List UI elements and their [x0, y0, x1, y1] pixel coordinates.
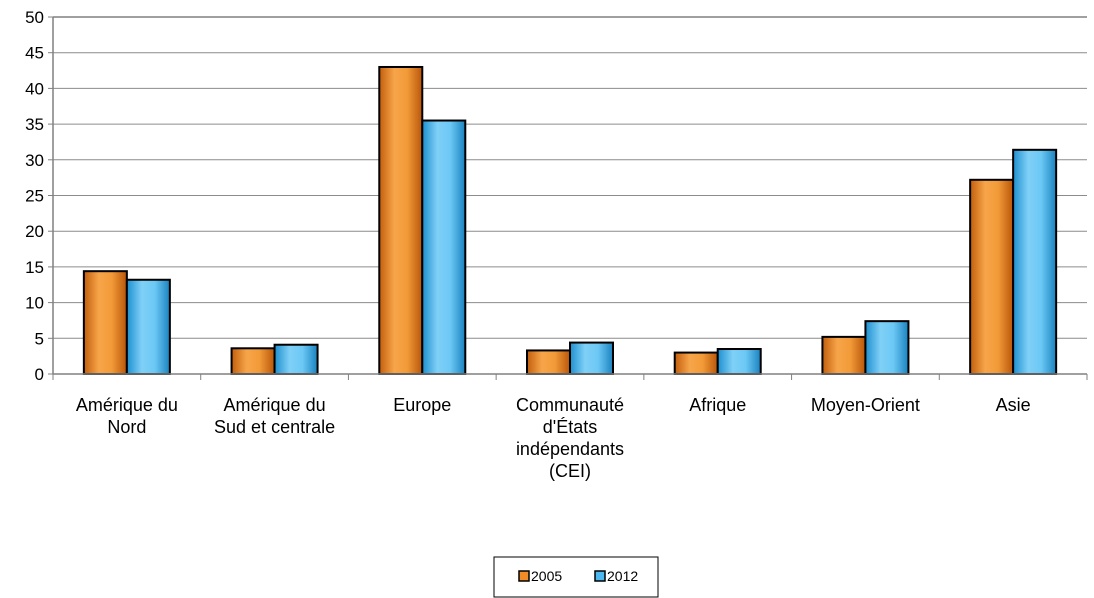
legend-label-2012: 2012: [607, 568, 638, 584]
bar-2012: [569, 341, 614, 376]
bar-2012: [421, 119, 467, 375]
y-tick-label: 35: [25, 115, 44, 134]
legend-label-2005: 2005: [531, 568, 562, 584]
category-label-line: (CEI): [549, 461, 591, 481]
bar-2012: [864, 320, 910, 375]
y-tick-label: 0: [35, 365, 44, 384]
y-tick-label: 20: [25, 222, 44, 241]
y-tick-label: 50: [25, 8, 44, 27]
category-label: Amérique du Sud et centrale: [214, 395, 335, 437]
y-tick-label: 30: [25, 151, 44, 170]
bar-2005: [526, 349, 571, 375]
legend-swatch-2005: [518, 570, 530, 582]
category-label: Amérique du Nord: [76, 395, 178, 437]
category-label-line: Afrique: [689, 395, 746, 415]
category-label-line: indépendants: [516, 439, 624, 459]
category-label: Europe: [393, 395, 451, 415]
y-tick-label: 5: [35, 329, 44, 348]
category-label-line: Europe: [393, 395, 451, 415]
bar-2005: [230, 347, 276, 375]
category-label: Afrique: [689, 395, 746, 415]
bar-2005: [378, 65, 424, 375]
category-label-line: Moyen-Orient: [811, 395, 920, 415]
category-label-line: d'États: [543, 417, 597, 437]
category-label-line: Amérique du: [76, 395, 178, 415]
y-tick-label: 40: [25, 79, 44, 98]
bar-2012: [1012, 148, 1058, 375]
category-label: Communauté d'États indépendants (CEI): [516, 395, 624, 481]
bars: [82, 65, 1058, 376]
bar-2012: [716, 348, 762, 376]
y-tick-label: 25: [25, 187, 44, 206]
bar-2005: [673, 351, 719, 375]
y-axis: 0 5 10 15 20 25 30 35 40 45 50: [25, 8, 54, 384]
bar-2012: [273, 343, 319, 376]
bar-2005: [969, 178, 1015, 375]
bar-2005: [821, 335, 867, 376]
y-tick-label: 45: [25, 44, 44, 63]
legend-swatch-2012: [594, 570, 606, 582]
category-label: Asie: [996, 395, 1031, 415]
bar-2005: [82, 270, 128, 375]
category-label-line: Communauté: [516, 395, 624, 415]
gridlines: [53, 16, 1087, 339]
category-label: Moyen-Orient: [811, 395, 920, 415]
y-tick-label: 15: [25, 258, 44, 277]
category-label-line: Sud et centrale: [214, 417, 335, 437]
category-label-line: Asie: [996, 395, 1031, 415]
category-label-line: Amérique du: [224, 395, 326, 415]
bar-2012: [125, 278, 171, 376]
legend: 2005 2012: [493, 556, 659, 598]
y-tick-label: 10: [25, 294, 44, 313]
category-label-line: Nord: [107, 417, 146, 437]
